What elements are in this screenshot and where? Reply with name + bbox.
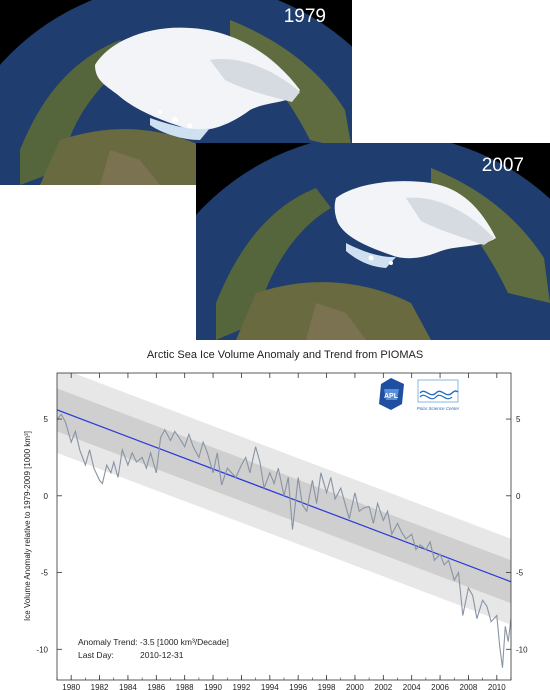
- x-tick-label: 1988: [176, 683, 194, 690]
- x-tick-label: 1992: [233, 683, 251, 690]
- y-tick-label: 0: [44, 492, 49, 501]
- arctic-photo-1979: 1979: [0, 0, 352, 185]
- x-tick-label: 1996: [289, 683, 307, 690]
- x-tick-label: 2006: [431, 683, 449, 690]
- x-tick-label: 2010: [488, 683, 506, 690]
- x-tick-label: 2002: [374, 683, 392, 690]
- last-day-label: Last Day:: [78, 650, 114, 660]
- x-tick-label: 1982: [91, 683, 109, 690]
- x-tick-label: 1994: [261, 683, 279, 690]
- y-tick-label-right: -5: [516, 569, 524, 578]
- y-tick-label-right: 0: [516, 492, 521, 501]
- y-axis-left: 5 0 -5 -10: [36, 415, 62, 654]
- year-label-1979: 1979: [283, 6, 326, 27]
- ice-volume-chart: Arctic Sea Ice Volume Anomaly and Trend …: [23, 349, 528, 690]
- y-tick-label: 5: [44, 415, 49, 424]
- x-tick-label: 2004: [403, 683, 421, 690]
- x-tick-label: 1986: [147, 683, 165, 690]
- y-tick-label-right: 5: [516, 415, 521, 424]
- x-tick-label: 2000: [346, 683, 364, 690]
- globe-1979-image: [0, 0, 352, 185]
- x-tick-label: 1998: [318, 683, 336, 690]
- apl-logo-text: APL: [384, 393, 399, 400]
- y-tick-label: -10: [36, 645, 48, 654]
- chart-title: Arctic Sea Ice Volume Anomaly and Trend …: [147, 349, 423, 361]
- x-tick-label: 1984: [119, 683, 137, 690]
- last-day-value: 2010-12-31: [140, 650, 184, 660]
- y-tick-label-right: -10: [516, 645, 528, 654]
- x-tick-label: 2008: [460, 683, 478, 690]
- polar-science-center-logo: Polar Science Center: [417, 379, 460, 411]
- anomaly-series-group: [57, 413, 511, 668]
- anomaly-trend-label: Anomaly Trend:: [78, 637, 138, 647]
- globe-2007-image: [196, 143, 550, 340]
- anomaly-series-line: [57, 413, 511, 668]
- y-axis-label: Ice Volume Anomaly relative to 1979-2009…: [23, 431, 32, 621]
- x-axis: 1980 1982 1984 1986 1988 1990 1992 1994 1996 1998…: [56, 373, 512, 690]
- year-label-2007: 2007: [481, 155, 524, 176]
- y-axis-right: 5 0 -5 -10: [506, 415, 528, 654]
- apl-logo: APL: [379, 378, 404, 410]
- x-tick-label: 1980: [62, 683, 80, 690]
- anomaly-trend-value: -3.5 [1000 km³/Decade]: [140, 637, 229, 647]
- y-tick-label: -5: [41, 569, 49, 578]
- polar-science-center-text: Polar Science Center: [417, 406, 460, 411]
- x-tick-label: 1990: [204, 683, 222, 690]
- arctic-photo-2007: 2007: [196, 143, 550, 340]
